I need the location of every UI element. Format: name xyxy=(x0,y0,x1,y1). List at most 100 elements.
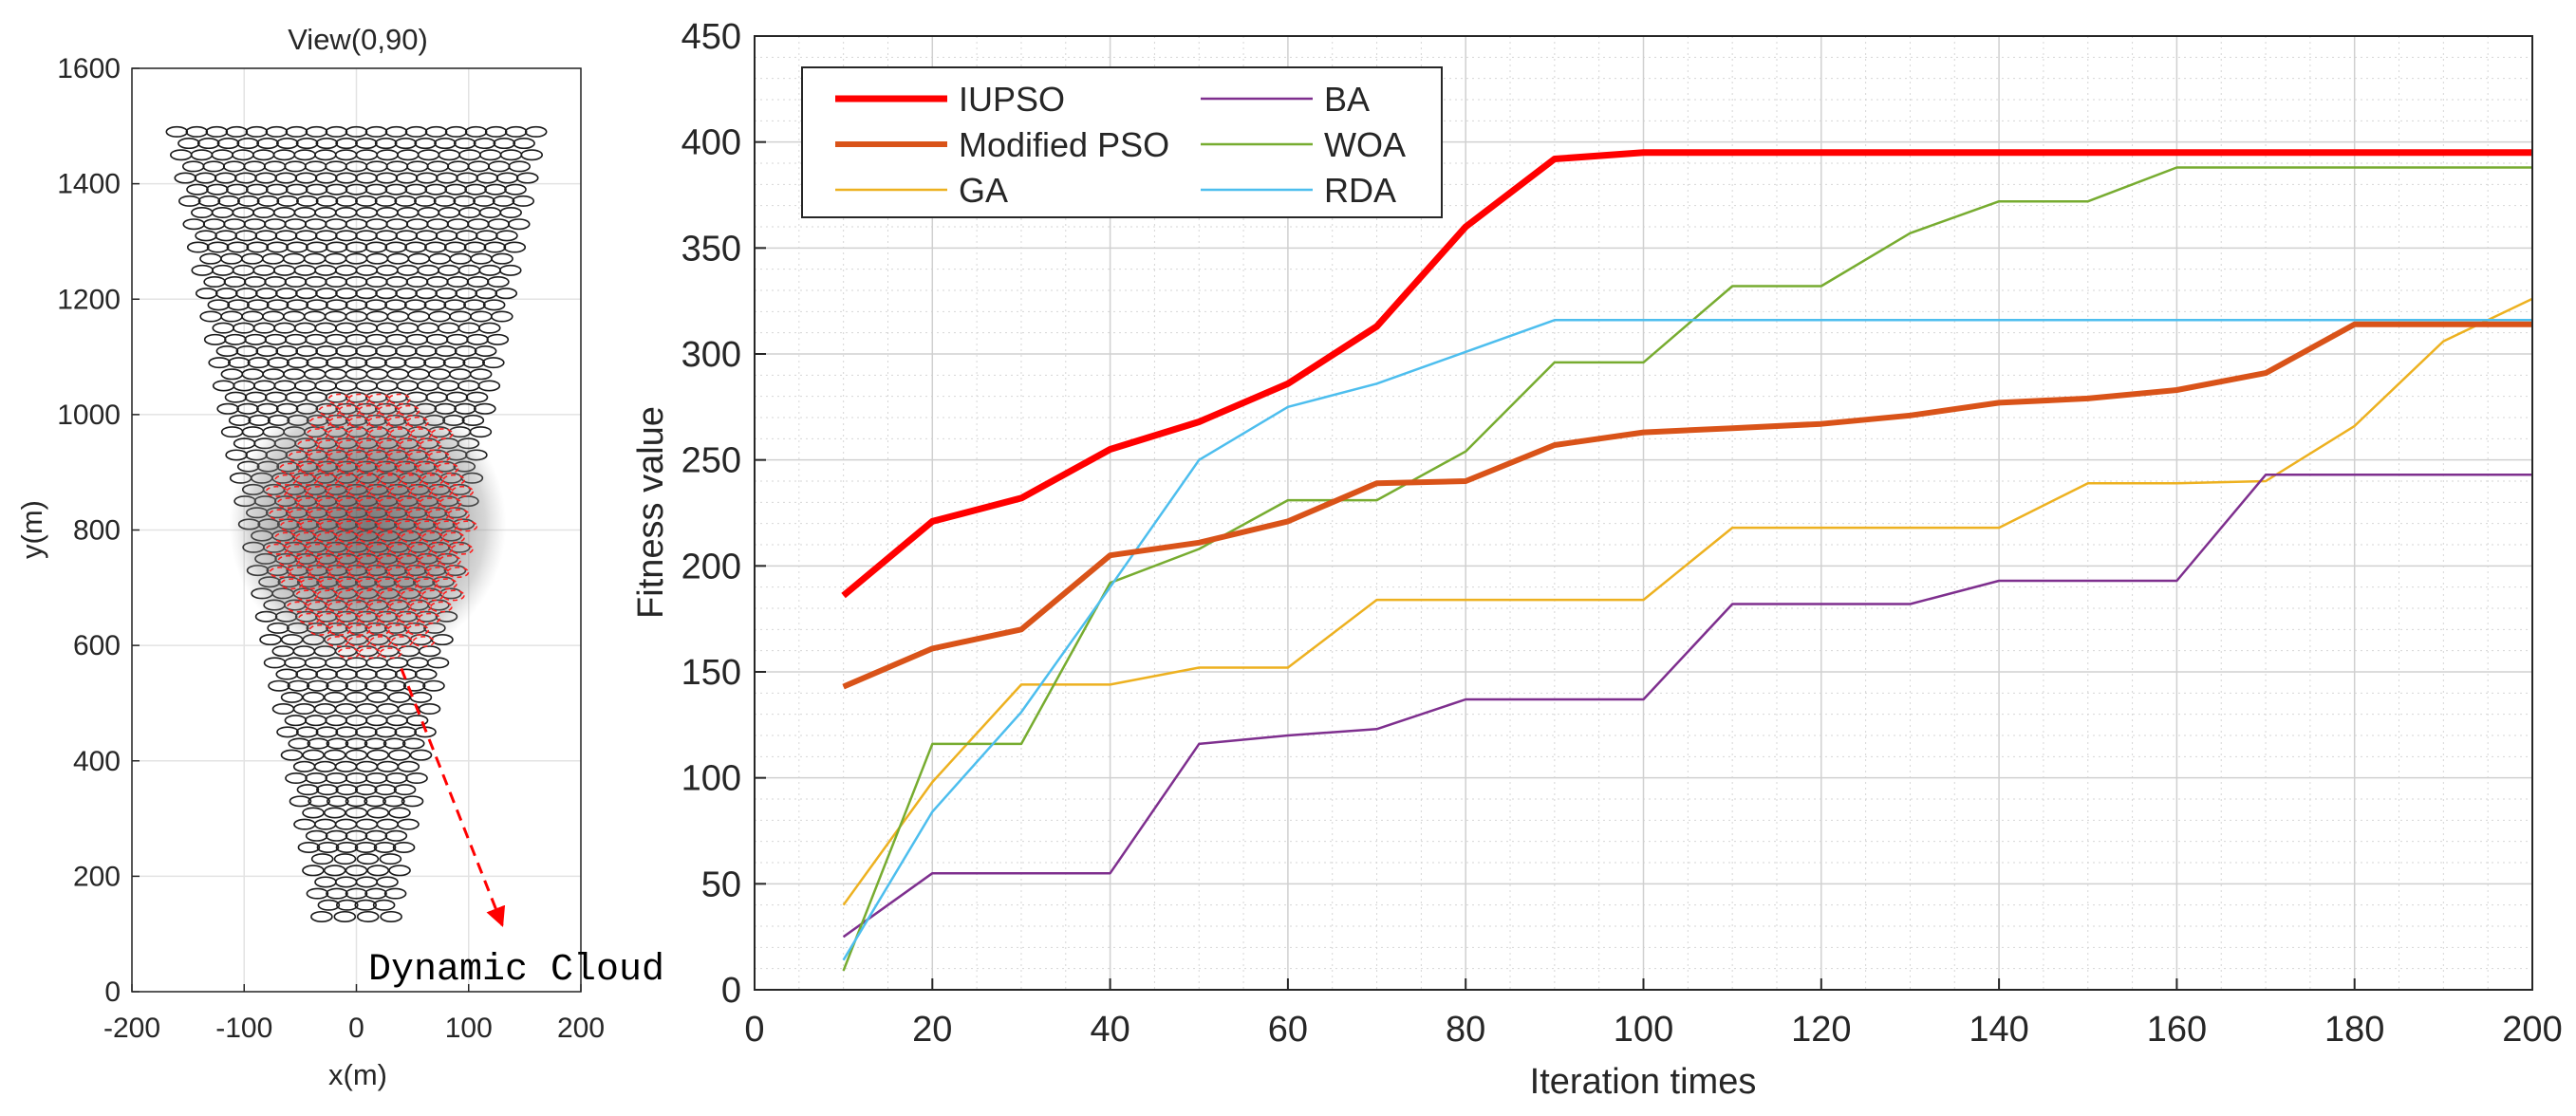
uav-marker xyxy=(236,402,259,415)
uav-marker xyxy=(464,183,487,195)
uav-shifted-marker xyxy=(288,509,311,521)
uav-shifted-marker xyxy=(317,554,341,567)
uav-shifted-marker xyxy=(327,451,351,463)
uav-marker xyxy=(305,183,328,195)
uav-marker xyxy=(215,344,239,357)
uav-marker xyxy=(345,679,368,692)
uav-marker xyxy=(345,829,368,842)
uav-marker xyxy=(165,125,189,138)
uav-marker xyxy=(508,160,532,173)
uav-marker xyxy=(455,230,478,242)
uav-shifted-marker xyxy=(327,567,351,579)
uav-shifted-marker xyxy=(406,416,429,428)
uav-marker xyxy=(326,357,348,369)
uav-marker xyxy=(444,125,468,138)
uav-marker xyxy=(498,264,522,276)
series-line-ba xyxy=(842,474,2532,939)
uav-marker xyxy=(274,230,298,242)
uav-marker xyxy=(345,125,368,138)
uav-shifted-marker xyxy=(368,485,392,497)
uav-marker xyxy=(486,333,510,345)
uav-marker xyxy=(306,887,329,900)
uav-marker xyxy=(177,195,201,207)
uav-shifted-marker xyxy=(399,439,421,452)
uav-marker xyxy=(483,241,507,253)
uav-marker xyxy=(335,138,358,150)
uav-shifted-marker xyxy=(378,439,401,452)
uav-shifted-marker xyxy=(451,485,475,497)
uav-marker xyxy=(294,230,318,242)
uav-marker xyxy=(364,241,388,253)
left-x-tick-label: 100 xyxy=(445,1013,493,1044)
uav-marker xyxy=(492,195,515,207)
uav-marker xyxy=(244,391,268,403)
uav-shifted-marker xyxy=(427,509,451,521)
uav-shifted-marker xyxy=(415,578,439,590)
uav-shifted-marker xyxy=(367,509,391,521)
uav-marker xyxy=(355,288,378,300)
uav-shifted-marker xyxy=(442,474,466,486)
uav-marker xyxy=(208,357,231,369)
uav-marker xyxy=(234,288,258,300)
uav-marker xyxy=(395,230,419,242)
uav-marker xyxy=(306,241,328,253)
uav-marker xyxy=(364,183,388,195)
left-y-axis-label: y(m) xyxy=(15,500,48,559)
uav-marker xyxy=(463,299,486,311)
uav-marker xyxy=(424,183,448,195)
uav-marker xyxy=(355,138,378,150)
uav-marker xyxy=(364,299,388,311)
uav-marker xyxy=(444,183,467,195)
right-x-tick-label: 80 xyxy=(1446,1010,1485,1050)
uav-shifted-marker xyxy=(327,485,350,497)
uav-marker xyxy=(374,784,397,796)
uav-shifted-marker xyxy=(347,485,371,497)
uav-marker xyxy=(234,230,258,242)
uav-shifted-marker xyxy=(400,589,423,602)
uav-marker xyxy=(226,183,249,195)
uav-marker xyxy=(454,402,476,415)
uav-shifted-marker xyxy=(436,462,459,474)
uav-shifted-marker xyxy=(439,497,462,510)
left-x-tick-label: 0 xyxy=(348,1013,364,1044)
uav-shifted-marker xyxy=(338,578,362,590)
uav-marker xyxy=(465,391,489,403)
uav-marker xyxy=(384,183,408,195)
uav-marker xyxy=(345,357,368,369)
uav-shifted-marker xyxy=(358,554,381,567)
uav-shifted-marker xyxy=(347,567,371,579)
uav-marker xyxy=(265,183,289,195)
series-line-iupso xyxy=(841,149,2532,599)
uav-shifted-marker xyxy=(379,589,402,602)
uav-shifted-marker xyxy=(316,531,340,544)
uav-marker xyxy=(206,241,230,253)
uav-shifted-marker xyxy=(265,485,289,497)
right-y-tick-label: 50 xyxy=(701,865,741,904)
uav-shifted-marker xyxy=(407,451,431,463)
uav-marker xyxy=(384,299,407,311)
right-y-tick-label: 100 xyxy=(681,759,741,799)
uav-marker xyxy=(306,679,329,692)
uav-shifted-marker xyxy=(430,485,454,497)
uav-marker xyxy=(392,841,416,853)
right-y-tick-label: 350 xyxy=(681,229,741,269)
uav-shifted-marker xyxy=(421,531,444,544)
uav-shifted-marker xyxy=(338,462,361,474)
uav-marker xyxy=(445,391,469,403)
left-x-tick-label: -200 xyxy=(103,1013,160,1044)
uav-marker xyxy=(325,125,348,138)
uav-marker xyxy=(513,138,535,150)
left-x-ticks: -200 -100 0 100 200 xyxy=(103,984,605,1044)
uav-marker xyxy=(217,195,240,207)
uav-marker xyxy=(415,288,438,300)
left-y-tick-label: 1200 xyxy=(57,284,121,315)
uav-marker xyxy=(305,772,327,784)
uav-marker xyxy=(248,414,271,426)
uav-marker xyxy=(224,391,248,403)
uav-shifted-marker xyxy=(308,623,332,636)
uav-shifted-marker xyxy=(398,554,421,567)
uav-marker xyxy=(395,288,418,300)
left-y-tick-label: 0 xyxy=(104,976,121,1008)
uav-marker xyxy=(364,887,387,900)
uav-shifted-marker xyxy=(338,404,361,417)
